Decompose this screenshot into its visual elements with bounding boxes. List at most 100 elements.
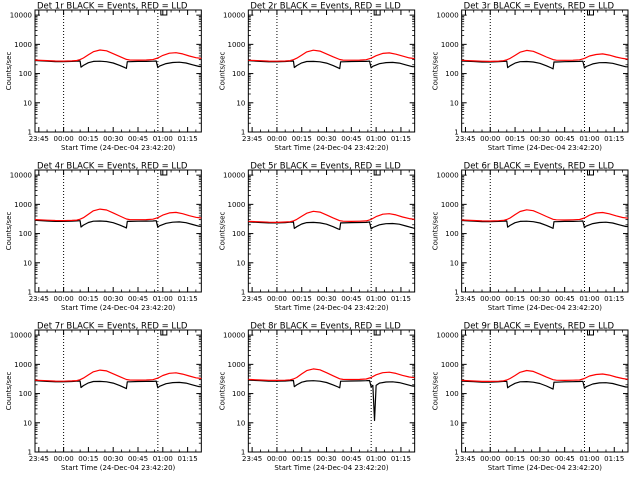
y-tick-label: 10000 — [223, 12, 245, 20]
x-axis-label: Start Time (24-Dec-04 23:42:20) — [488, 144, 602, 152]
series-events-line — [248, 221, 415, 231]
y-tick-label: 1000 — [228, 41, 246, 49]
plot-frame — [34, 9, 202, 133]
panel-det-1: Det 1r BLACK = Events, RED = LLD 1 10 100 10… — [5, 2, 202, 152]
x-tick-label: 01:00 — [366, 455, 386, 463]
panel-det-6: Det 6r BLACK = Events, RED = LLD 1 10 100 10… — [432, 162, 629, 312]
y-tick-label: 1 — [28, 289, 32, 297]
y-tick-label: 100 — [232, 230, 245, 238]
x-tick-label: 00:30 — [316, 135, 336, 143]
y-tick-label: 100 — [445, 390, 458, 398]
y-tick-label: 1 — [241, 449, 245, 457]
x-tick-label: 00:45 — [341, 135, 361, 143]
series-events-line — [34, 380, 202, 390]
panel-det-9: Det 9r BLACK = Events, RED = LLD 1 10 100 10… — [432, 322, 629, 472]
x-tick-label: 01:15 — [391, 455, 411, 463]
time-marker-step — [373, 10, 381, 16]
x-tick-label: 00:45 — [555, 455, 575, 463]
series-lld-line — [461, 209, 629, 222]
plot-frame — [34, 169, 202, 293]
x-tick-label: 00:30 — [530, 295, 550, 303]
y-tick-label: 10 — [450, 259, 459, 267]
x-tick-label: 01:15 — [604, 295, 624, 303]
x-tick-label: 00:45 — [555, 135, 575, 143]
x-tick-label: 00:45 — [341, 455, 361, 463]
y-tick-label: 1000 — [441, 361, 459, 369]
x-tick-label: 01:15 — [604, 135, 624, 143]
y-tick-label: 1 — [241, 289, 245, 297]
x-tick-label: 00:30 — [316, 455, 336, 463]
y-tick-label: 10000 — [436, 332, 458, 340]
x-axis-label: Start Time (24-Dec-04 23:42:20) — [61, 304, 175, 312]
x-tick-label: 01:15 — [178, 135, 198, 143]
x-tick-label: 00:00 — [54, 135, 74, 143]
time-marker-step — [586, 10, 594, 16]
y-tick-label: 10 — [450, 419, 459, 427]
time-marker-step — [160, 10, 168, 16]
y-axis-label: Counts/sec — [432, 52, 440, 91]
time-marker-step — [160, 330, 168, 336]
x-tick-label: 01:00 — [579, 135, 599, 143]
x-tick-label: 01:00 — [579, 295, 599, 303]
series-events-line — [34, 219, 202, 229]
y-tick-label: 10 — [23, 419, 32, 427]
series-lld-line — [248, 49, 415, 62]
series-lld-line — [461, 49, 629, 63]
y-tick-label: 10000 — [10, 12, 32, 20]
x-tick-label: 00:45 — [128, 455, 148, 463]
panel-title: Det 8r BLACK = Events, RED = LLD — [250, 322, 401, 332]
x-axis-label: Start Time (24-Dec-04 23:42:20) — [488, 304, 602, 312]
x-tick-label: 01:00 — [579, 455, 599, 463]
panel-title: Det 1r BLACK = Events, RED = LLD — [37, 2, 188, 12]
time-marker-step — [586, 170, 594, 176]
y-tick-label: 1 — [28, 129, 32, 137]
plot-frame — [461, 169, 629, 293]
series-lld-line — [248, 210, 415, 224]
x-tick-label: 23:45 — [455, 135, 475, 143]
y-tick-label: 10000 — [223, 332, 245, 340]
x-tick-label: 01:00 — [366, 295, 386, 303]
panel-det-3: Det 3r BLACK = Events, RED = LLD 1 10 100 10… — [432, 2, 629, 152]
x-tick-label: 23:45 — [242, 135, 262, 143]
panel-det-4: Det 4r BLACK = Events, RED = LLD 1 10 100 10… — [5, 162, 202, 312]
y-tick-label: 10 — [23, 259, 32, 267]
series-events-line — [461, 219, 628, 230]
x-tick-label: 01:00 — [153, 455, 173, 463]
y-tick-label: 1 — [28, 449, 32, 457]
y-axis-label: Counts/sec — [5, 52, 13, 91]
x-tick-label: 00:45 — [341, 295, 361, 303]
series-lld-line — [34, 369, 202, 382]
x-tick-label: 00:00 — [480, 295, 500, 303]
x-tick-label: 23:45 — [29, 455, 49, 463]
series-events-line — [34, 59, 202, 70]
x-tick-label: 00:00 — [267, 135, 287, 143]
x-tick-label: 00:00 — [480, 135, 500, 143]
x-tick-label: 00:45 — [128, 295, 148, 303]
y-tick-label: 10 — [236, 99, 245, 107]
y-axis-label: Counts/sec — [432, 212, 440, 251]
panel-title: Det 9r BLACK = Events, RED = LLD — [464, 322, 615, 332]
x-tick-label: 00:15 — [292, 135, 312, 143]
x-tick-label: 00:30 — [103, 295, 123, 303]
x-tick-label: 01:00 — [366, 135, 386, 143]
x-tick-label: 23:45 — [29, 135, 49, 143]
x-tick-label: 00:00 — [267, 295, 287, 303]
x-tick-label: 01:00 — [153, 135, 173, 143]
y-tick-label: 100 — [445, 230, 458, 238]
x-tick-label: 00:15 — [78, 135, 98, 143]
plot-frame — [34, 329, 202, 453]
plot-frame — [461, 9, 629, 133]
y-tick-label: 10000 — [10, 332, 32, 340]
y-tick-label: 100 — [232, 70, 245, 78]
x-tick-label: 00:30 — [103, 135, 123, 143]
x-tick-label: 00:00 — [267, 455, 287, 463]
y-tick-label: 10000 — [436, 172, 458, 180]
x-tick-label: 00:15 — [292, 455, 312, 463]
x-tick-label: 23:45 — [242, 295, 262, 303]
plot-frame — [247, 9, 416, 133]
panel-title: Det 6r BLACK = Events, RED = LLD — [464, 162, 615, 172]
panel-title: Det 7r BLACK = Events, RED = LLD — [37, 322, 188, 332]
y-axis-label: Counts/sec — [5, 212, 13, 251]
